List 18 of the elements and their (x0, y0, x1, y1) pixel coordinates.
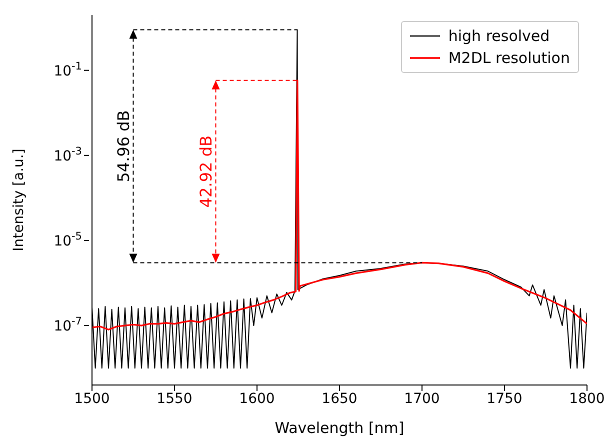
x-tick-label: 1700 (404, 390, 440, 407)
x-tick-label: 1500 (74, 390, 110, 407)
x-tick-label: 1650 (322, 390, 358, 407)
y-tick-label: 10$^{-5}$ (54, 230, 82, 250)
x-axis-title: Wavelength [nm] (274, 419, 404, 437)
x-tick-label: 1600 (239, 390, 275, 407)
x-tick-label: 1550 (156, 390, 192, 407)
y-tick-label: 10$^{-3}$ (54, 145, 82, 164)
y-tick-label: 10$^{-7}$ (54, 316, 82, 335)
legend-label: M2DL resolution (448, 48, 570, 69)
annotation: 42.92 dB (196, 136, 216, 208)
line-series (92, 80, 587, 330)
y-axis-title: Intensity [a.u.] (10, 148, 27, 252)
x-tick-label: 1800 (569, 390, 605, 407)
x-tick-label: 1750 (486, 390, 522, 407)
annotation: 54.96 dB (114, 110, 134, 182)
legend-label: high resolved (448, 26, 550, 47)
y-tick-label: 10$^{-1}$ (54, 60, 82, 80)
